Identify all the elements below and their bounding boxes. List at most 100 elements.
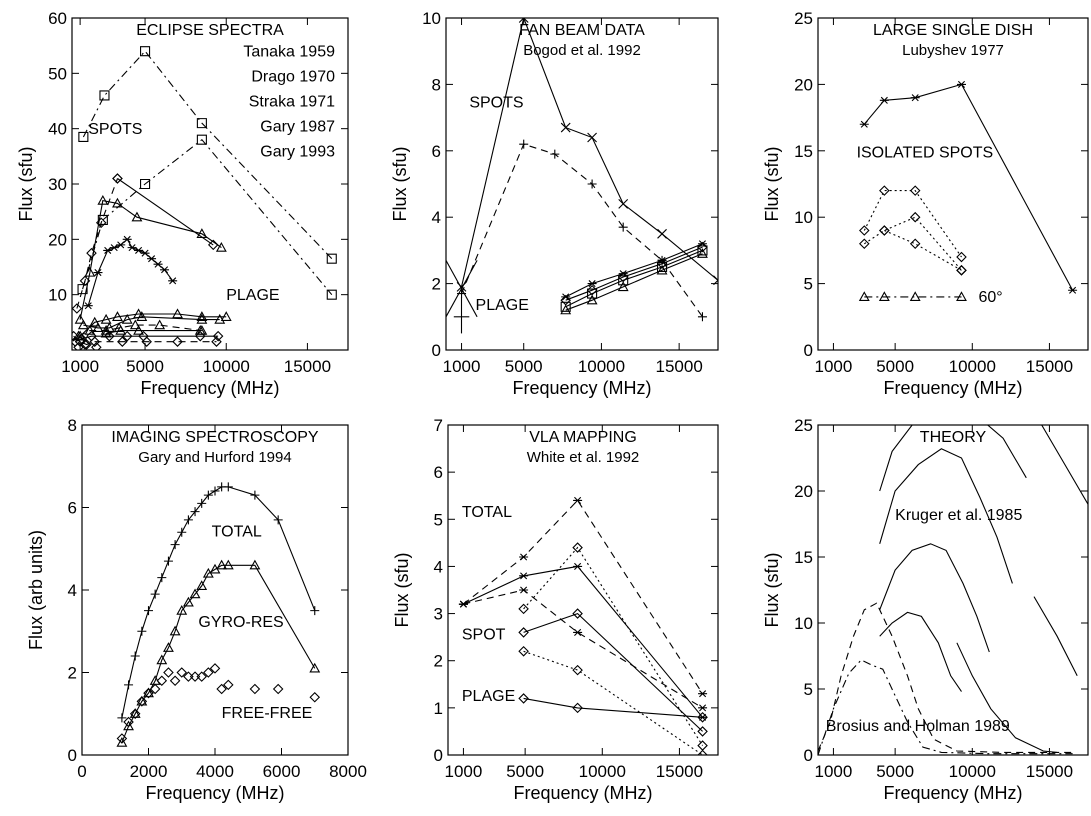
data-point	[909, 291, 921, 302]
series-13	[73, 339, 102, 350]
data-point	[572, 664, 583, 676]
data-point	[309, 691, 321, 703]
series-4	[560, 241, 708, 306]
y-tick-label: 4	[432, 208, 441, 227]
series-1	[117, 482, 320, 723]
chart-title: IMAGING SPECTROSCOPY	[111, 429, 318, 446]
data-point	[909, 238, 921, 250]
x-tick-label: 10000	[203, 357, 250, 376]
data-point	[956, 80, 966, 88]
data-point	[182, 596, 194, 607]
series-line	[863, 216, 962, 271]
data-point	[172, 336, 183, 347]
data-point	[879, 225, 890, 236]
data-point	[223, 482, 233, 492]
data-point	[458, 600, 468, 608]
y-tick-label: 50	[48, 64, 67, 83]
data-point	[121, 330, 133, 342]
annotation-text: 60°	[978, 289, 1002, 306]
data-point	[586, 294, 598, 305]
data-point	[197, 498, 207, 508]
x-tick-label: 5000	[876, 762, 914, 781]
x-axis-label: Frequency (MHz)	[883, 783, 1022, 803]
series-line	[105, 330, 201, 334]
data-point	[74, 313, 86, 324]
data-point	[168, 277, 178, 285]
series-5	[858, 291, 967, 302]
data-point	[99, 90, 110, 101]
annotation-text: GYRO-RES	[198, 614, 283, 631]
data-point	[129, 708, 141, 718]
series-1	[78, 46, 337, 264]
data-point	[72, 303, 83, 314]
series-line	[523, 612, 703, 732]
data-point	[223, 679, 234, 691]
x-tick-label: 15000	[284, 357, 331, 376]
data-point	[196, 580, 208, 591]
chart-title: THEORY	[920, 429, 987, 446]
x-tick-label: 1000	[445, 762, 483, 781]
series-3	[561, 240, 707, 301]
x-tick-label: 8000	[329, 762, 367, 781]
annotation-text: TOTAL	[212, 523, 262, 540]
series-1	[879, 425, 1027, 492]
x-tick-label: 15000	[1026, 762, 1073, 781]
data-point	[86, 247, 97, 259]
data-point	[518, 18, 529, 23]
plot-frame	[445, 17, 719, 351]
data-point	[129, 319, 141, 330]
series-line	[956, 642, 1058, 753]
data-point	[617, 281, 629, 292]
series-group	[72, 46, 337, 350]
data-point	[250, 490, 260, 500]
series-line	[460, 143, 703, 318]
data-point	[560, 304, 572, 315]
data-point	[220, 311, 232, 321]
y-tick-label: 2	[432, 275, 441, 294]
series-group	[446, 18, 718, 334]
data-point	[215, 242, 227, 252]
series-line	[879, 425, 1027, 492]
data-point	[160, 266, 170, 274]
y-tick-label: 0	[68, 746, 77, 765]
data-point	[697, 248, 708, 258]
data-point	[697, 312, 707, 322]
series-group	[818, 425, 1088, 755]
data-point	[130, 651, 140, 661]
data-point	[79, 339, 91, 350]
y-tick-label: 7	[434, 416, 443, 435]
data-point	[618, 222, 628, 232]
annotation-text: Brosius and Holman 1989	[826, 718, 1010, 735]
data-point	[209, 663, 221, 674]
data-point	[143, 687, 154, 698]
data-point	[112, 173, 123, 184]
data-point	[112, 197, 123, 208]
data-point	[112, 311, 123, 321]
annotation-text: PLAGE	[226, 287, 279, 304]
y-tick-label: 5	[434, 510, 443, 529]
series-6	[518, 646, 708, 755]
data-point	[273, 515, 283, 525]
chart-subtitle: Gary and Hurford 1994	[138, 449, 291, 466]
series-7	[518, 693, 708, 723]
y-tick-label: 1	[434, 699, 443, 718]
y-axis-label: Flux (sfu)	[762, 552, 782, 627]
x-axis-label: Frequency (MHz)	[145, 783, 284, 803]
series-12	[72, 330, 222, 350]
data-point	[203, 667, 214, 678]
chart-panel-2: 1000 5000 10000 15000 0 2 4 6 8 10 Frequency (MHz)…	[390, 9, 719, 398]
y-tick-label: 4	[68, 581, 77, 600]
x-axis-label: Frequency (MHz)	[140, 378, 279, 398]
series-5	[560, 245, 708, 312]
series-line	[863, 83, 1074, 291]
data-point	[91, 341, 102, 350]
series-3	[72, 173, 123, 314]
data-point	[249, 683, 261, 695]
y-tick-label: 25	[794, 9, 813, 28]
data-point	[249, 559, 261, 570]
chart-title: ECLIPSE SPECTRA	[136, 22, 284, 39]
data-point	[89, 316, 101, 327]
x-axis-label: Frequency (MHz)	[513, 783, 652, 803]
data-point	[698, 704, 708, 712]
x-axis-label: Frequency (MHz)	[883, 378, 1022, 398]
